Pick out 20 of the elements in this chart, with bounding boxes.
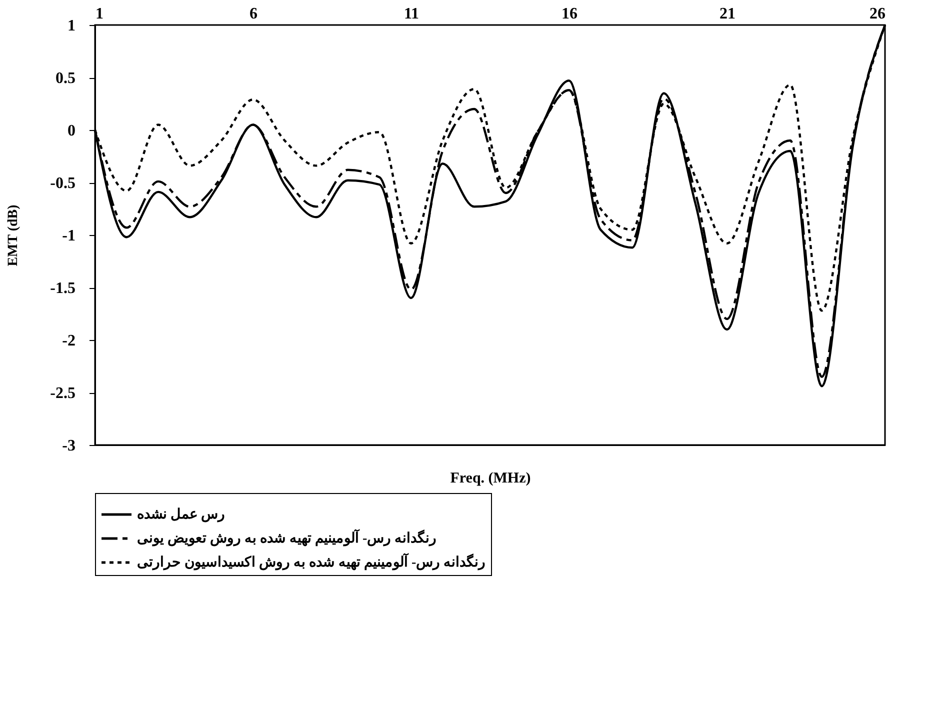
x-tick-label: 6 (250, 6, 258, 22)
y-tick-label: -1.5 (50, 280, 76, 297)
y-tick-label: -2.5 (50, 385, 76, 402)
x-tick-label: 1 (96, 6, 104, 22)
y-axis-title: EMT (dB) (6, 204, 22, 266)
x-tick-label: 26 (870, 6, 886, 22)
x-tick-label: 11 (404, 6, 420, 22)
x-tick-label: 16 (562, 6, 578, 22)
legend-label: رنگدانه رس- آلومینیم تهیه شده به روش اکسیداسیون حرارتی (137, 552, 486, 570)
y-tick-label: -0.5 (50, 175, 76, 192)
y-tick-label: -1 (62, 228, 76, 244)
y-tick-label: 1 (68, 18, 76, 34)
y-tick-label: 0 (68, 122, 76, 140)
legend-label: رنگدانه رس- آلومینیم تهیه شده به روش تعویض یونی (137, 528, 437, 546)
x-tick-label: 21 (720, 6, 736, 22)
y-tick-label: 0.5 (56, 70, 76, 87)
x-axis-title: Freq. (MHz) (450, 470, 531, 486)
y-tick-label: -3 (62, 438, 76, 454)
legend-label: رس عمل نشده (137, 508, 225, 522)
y-tick-label: -2 (62, 332, 76, 350)
